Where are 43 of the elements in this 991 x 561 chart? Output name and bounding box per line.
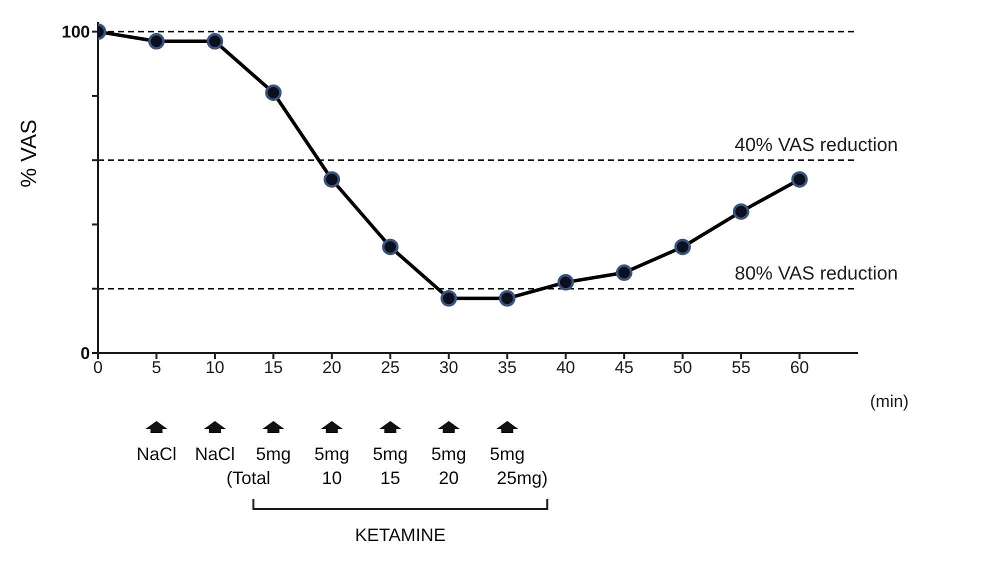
x-tick-label: 25 bbox=[380, 358, 400, 378]
text: KETAMINE bbox=[354, 525, 446, 545]
point bbox=[791, 171, 808, 188]
text: 5mg bbox=[314, 444, 350, 464]
x-tick-label: 40 bbox=[556, 358, 576, 378]
x-tick-label: 55 bbox=[732, 358, 751, 378]
ref-line-label: 40% VAS reduction bbox=[734, 135, 898, 156]
point bbox=[148, 33, 165, 50]
x-tick-label: 15 bbox=[264, 358, 283, 378]
text: 15 bbox=[380, 468, 400, 488]
x-tick-label: 30 bbox=[439, 358, 458, 378]
point bbox=[557, 274, 574, 291]
ref-line-label: 80% VAS reduction bbox=[734, 264, 898, 285]
x-axis-title: (min) bbox=[870, 392, 909, 411]
point bbox=[206, 33, 224, 50]
point bbox=[440, 290, 458, 307]
text: 5mg bbox=[256, 444, 291, 464]
x-tick-label: 5 bbox=[152, 358, 162, 378]
text: 5mg bbox=[431, 444, 466, 464]
text: 5mg bbox=[490, 444, 525, 464]
point bbox=[324, 171, 340, 188]
point bbox=[382, 238, 399, 256]
x-tick-label: 45 bbox=[614, 358, 634, 378]
point bbox=[616, 264, 632, 281]
text: 10 bbox=[322, 468, 342, 488]
point bbox=[732, 203, 750, 220]
point bbox=[265, 84, 282, 101]
x-tick-label: 50 bbox=[673, 358, 692, 378]
text: NaCl bbox=[136, 444, 176, 464]
x-tick-label: 35 bbox=[498, 358, 517, 378]
x-tick-label: 20 bbox=[322, 358, 342, 378]
x-tick-label: 60 bbox=[790, 358, 809, 378]
point bbox=[498, 290, 516, 307]
x-tick-label: 0 bbox=[93, 358, 103, 378]
text: (Total bbox=[226, 468, 270, 488]
x-tick-label: 10 bbox=[205, 358, 224, 378]
text: 20 bbox=[438, 468, 459, 488]
text: 5mg bbox=[372, 444, 408, 464]
text: NaCl bbox=[194, 444, 235, 464]
y-axis-title: % VAS bbox=[16, 119, 41, 188]
y-tick-label: 100 bbox=[62, 22, 90, 42]
text: 25mg) bbox=[496, 468, 548, 488]
point bbox=[674, 238, 691, 256]
